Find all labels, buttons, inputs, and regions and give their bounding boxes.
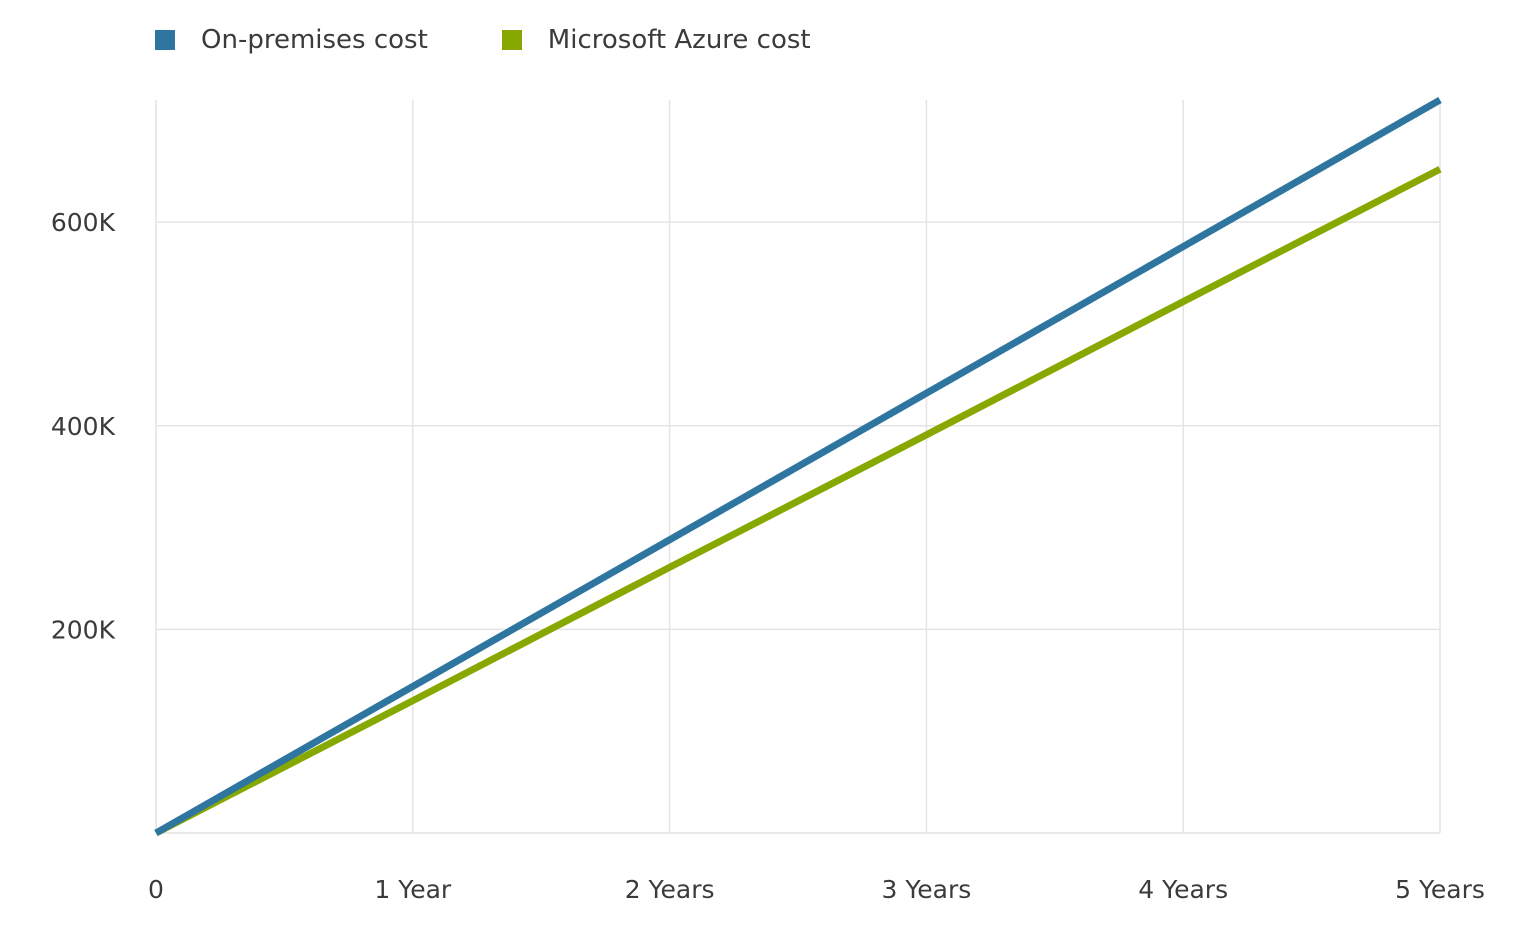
y-tick-label: 400K <box>51 412 116 441</box>
x-tick-label: 4 Years <box>1138 875 1228 904</box>
legend-label-on-premises: On-premises cost <box>201 25 428 55</box>
x-tick-label: 5 Years <box>1395 875 1485 904</box>
legend-item-on-premises[interactable]: On-premises cost <box>155 25 428 55</box>
chart-grid <box>155 100 1441 834</box>
chart-legend: On-premises cost Microsoft Azure cost <box>155 20 885 60</box>
series-line-on-premises[interactable] <box>154 96 1442 837</box>
x-tick-label: 2 Years <box>625 875 715 904</box>
legend-swatch-on-premises <box>155 30 175 50</box>
legend-item-azure[interactable]: Microsoft Azure cost <box>501 25 811 55</box>
y-tick-label: 600K <box>51 208 116 237</box>
x-tick-label: 3 Years <box>881 875 971 904</box>
x-tick-label: 0 <box>148 875 164 904</box>
series-line-azure[interactable] <box>154 166 1442 837</box>
chart-series <box>154 96 1442 837</box>
x-tick-label: 1 Year <box>374 875 452 904</box>
y-tick-label: 200K <box>51 615 116 644</box>
y-axis: 200K 400K 600K <box>51 208 116 644</box>
legend-label-azure: Microsoft Azure cost <box>547 25 811 55</box>
x-axis: 0 1 Year 2 Years 3 Years 4 Years 5 Years <box>148 875 1485 904</box>
legend-swatch-azure <box>501 30 522 50</box>
